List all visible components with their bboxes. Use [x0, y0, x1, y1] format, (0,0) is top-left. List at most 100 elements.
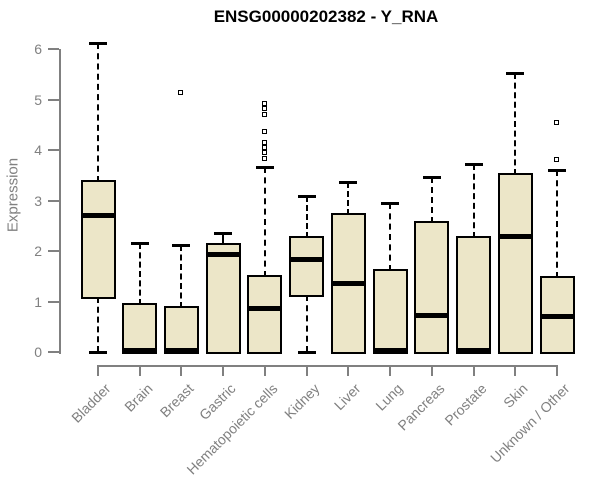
box-skin — [497, 173, 533, 354]
upper-whisker-cap-breast — [172, 243, 191, 247]
x-axis-tick — [180, 366, 183, 376]
outlier-point-hematopoietic-cells — [261, 101, 267, 106]
upper-whisker-cap-liver — [339, 180, 358, 184]
median-line-gastric — [205, 252, 241, 257]
upper-whisker-cap-pancreas — [422, 175, 441, 179]
upper-whisker-unknown-other — [556, 170, 558, 278]
x-axis-label-brain: Brain — [120, 380, 156, 415]
median-line-breast — [163, 348, 199, 353]
upper-whisker-lung — [389, 203, 392, 272]
outlier-point-hematopoietic-cells — [261, 140, 267, 145]
y-axis-tick — [48, 250, 59, 252]
upper-whisker-cap-lung — [381, 202, 400, 206]
lower-whisker-kidney — [305, 294, 308, 352]
x-axis-tick — [347, 366, 350, 376]
y-axis-tick — [48, 98, 59, 101]
outlier-point-hematopoietic-cells — [261, 150, 267, 155]
outlier-point-hematopoietic-cells — [261, 156, 267, 161]
box-prostate — [456, 235, 492, 354]
y-axis-tick — [48, 199, 59, 202]
x-axis-label-breast: Breast — [157, 380, 198, 421]
x-axis-line — [97, 365, 558, 367]
upper-whisker-cap-kidney — [297, 195, 316, 199]
upper-whisker-cap-gastric — [214, 231, 233, 235]
upper-whisker-brain — [138, 242, 141, 306]
x-axis-tick — [222, 366, 225, 376]
x-axis-label-unknown-other: Unknown / Other — [487, 380, 573, 466]
y-axis-tick-label: 3 — [34, 192, 42, 209]
outlier-point-unknown-other — [554, 157, 559, 162]
outlier-point-hematopoietic-cells — [261, 129, 267, 134]
x-axis-label-prostate: Prostate — [440, 380, 490, 429]
upper-whisker-cap-bladder — [89, 41, 107, 45]
x-axis-tick — [472, 366, 475, 376]
upper-whisker-cap-unknown-other — [548, 169, 566, 173]
median-line-liver — [330, 281, 366, 286]
y-axis-tick-label: 4 — [34, 142, 42, 158]
y-axis-tick — [48, 149, 59, 151]
outlier-point-breast — [178, 90, 184, 95]
outlier-point-hematopoietic-cells — [261, 112, 267, 117]
median-line-kidney — [289, 257, 325, 262]
upper-whisker-cap-skin — [506, 72, 525, 76]
y-axis-tick — [48, 48, 59, 50]
median-line-hematopoietic-cells — [247, 306, 283, 311]
y-axis-tick-label: 5 — [34, 91, 42, 108]
y-axis-tick-label: 0 — [34, 344, 42, 360]
upper-whisker-kidney — [305, 196, 308, 238]
upper-whisker-pancreas — [430, 176, 433, 224]
outlier-point-unknown-other — [554, 120, 559, 125]
y-axis-tick-label: 2 — [34, 243, 42, 259]
box-breast — [163, 306, 199, 354]
box-brain — [122, 303, 158, 354]
median-line-pancreas — [414, 313, 450, 318]
lower-whisker-cap-kidney — [297, 351, 316, 354]
upper-whisker-prostate — [472, 163, 475, 238]
median-line-unknown-other — [539, 314, 575, 319]
upper-whisker-cap-brain — [130, 241, 149, 245]
x-axis-label-kidney: Kidney — [280, 380, 323, 422]
y-axis-tick-label: 6 — [34, 41, 42, 57]
y-axis-tick — [48, 300, 59, 303]
x-axis-tick — [556, 366, 558, 376]
x-axis-tick — [389, 366, 392, 376]
box-pancreas — [414, 221, 450, 354]
upper-whisker-hematopoietic-cells — [263, 167, 266, 277]
upper-whisker-skin — [514, 73, 517, 176]
upper-whisker-cap-hematopoietic-cells — [255, 166, 274, 170]
upper-whisker-bladder — [97, 42, 99, 182]
lower-whisker-cap-bladder — [89, 351, 107, 354]
chart-title: ENSG00000202382 - Y_RNA — [213, 7, 439, 26]
box-hematopoietic-cells — [247, 274, 283, 354]
box-kidney — [289, 235, 325, 297]
upper-whisker-breast — [180, 244, 183, 309]
x-axis-tick — [430, 366, 433, 376]
median-line-bladder — [80, 213, 116, 218]
y-axis-tick — [48, 351, 59, 353]
x-axis-tick — [305, 366, 308, 376]
x-axis-tick — [514, 366, 517, 376]
x-axis-tick — [263, 366, 266, 376]
x-axis-label-bladder: Bladder — [68, 380, 114, 426]
box-gastric — [205, 242, 241, 354]
upper-whisker-gastric — [222, 232, 225, 245]
outlier-point-hematopoietic-cells — [261, 106, 267, 111]
median-line-lung — [372, 348, 408, 353]
upper-whisker-cap-prostate — [464, 162, 483, 166]
upper-whisker-liver — [347, 181, 350, 215]
x-axis-label-lung: Lung — [372, 380, 406, 414]
box-bladder — [80, 179, 116, 299]
x-axis-label-liver: Liver — [331, 380, 364, 414]
median-line-prostate — [456, 348, 492, 353]
y-axis-line — [59, 49, 61, 354]
median-line-brain — [122, 348, 158, 353]
x-axis-tick — [97, 366, 99, 376]
box-lung — [372, 269, 408, 354]
x-axis-label-skin: Skin — [500, 380, 531, 411]
y-axis-tick-label: 1 — [34, 293, 42, 310]
median-line-skin — [497, 234, 533, 239]
lower-whisker-bladder — [97, 296, 99, 352]
outlier-point-hematopoietic-cells — [261, 145, 267, 150]
